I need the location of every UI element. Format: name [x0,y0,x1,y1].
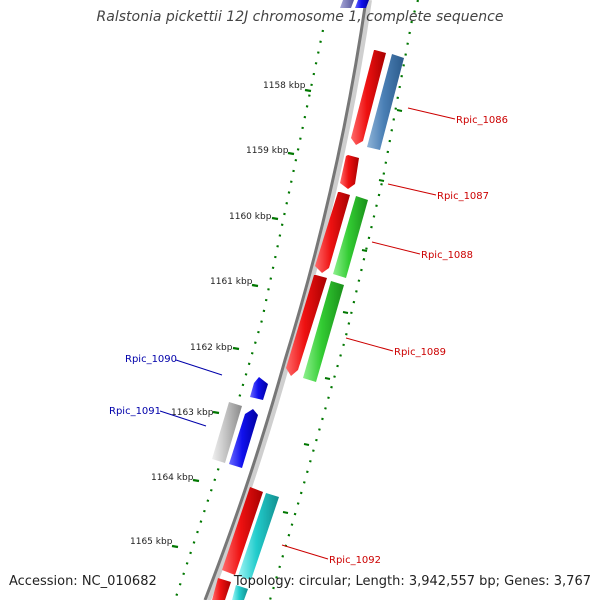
tick-label-1163: 1163 kbp [171,408,214,418]
gene-top-partial-purple [340,0,354,8]
gene-red-2 [340,155,359,189]
gene-red-3 [315,192,350,273]
gene-label-rpic-1091: Rpic_1091 [109,406,161,417]
gene-label-rpic-1087: Rpic_1087 [437,191,489,202]
gene-rpic-1090 [250,377,268,400]
major-tick-marks [171,88,312,549]
gene-top-partial-blue [355,0,369,8]
tick-label-1158: 1158 kbp [263,81,306,91]
tick-label-1162: 1162 kbp [190,343,233,353]
gene-label-rpic-1092: Rpic_1092 [329,555,381,566]
gene-label-rpic-1086: Rpic_1086 [456,115,508,126]
outer-dotted-ring [268,0,420,600]
topology-text: Topology: circular; Length: 3,942,557 bp… [233,574,591,589]
gene-red-1 [351,50,386,145]
gene-label-rpic-1090: Rpic_1090 [125,354,177,365]
gene-rpic-1089 [303,281,344,382]
gene-label-rpic-1088: Rpic_1088 [421,250,473,261]
tick-label-1161: 1161 kbp [210,277,253,287]
tick-label-1165: 1165 kbp [130,537,173,547]
tick-label-1164: 1164 kbp [151,473,194,483]
gene-rpic-1092 [238,493,279,580]
gene-rpic-1088 [333,196,368,278]
gene-red-5 [222,487,263,575]
gene-red-4 [286,275,327,376]
backbone-line [203,0,368,600]
reverse-leader-lines [159,359,223,427]
gene-rpic-1086 [367,54,404,150]
accession-text: Accession: NC_010682 [9,574,157,589]
gene-red-bottom [212,578,231,600]
map-title: Ralstonia pickettii 12J chromosome 1, co… [96,9,504,25]
gene-label-rpic-1089: Rpic_1089 [394,347,446,358]
tick-label-1160: 1160 kbp [229,212,272,222]
backbone-shadow [205,0,372,600]
forward-leader-lines [281,107,456,560]
gene-blue-arrow [229,409,258,468]
gene-cyan-bottom [232,585,248,600]
tick-label-1159: 1159 kbp [246,146,289,156]
gene-rpic-1091 [212,402,242,463]
outer-tick-marks [282,109,403,514]
